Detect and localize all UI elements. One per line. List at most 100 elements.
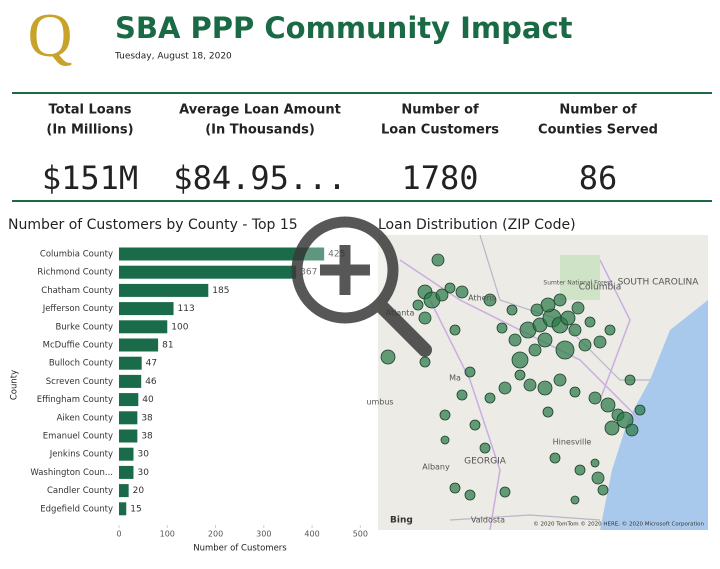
data-label: 38 xyxy=(141,432,153,442)
point xyxy=(440,435,450,445)
map-title: Loan Distribution (ZIP Code) xyxy=(378,217,576,233)
y-tick-label: Jefferson County xyxy=(42,304,113,314)
y-tick-label: Edgefield County xyxy=(40,504,113,514)
forest xyxy=(560,255,600,300)
point xyxy=(528,343,542,357)
point xyxy=(479,442,491,454)
point xyxy=(508,333,522,347)
place-label: Hinesville xyxy=(553,438,592,447)
data-label: 20 xyxy=(133,486,145,496)
data-label: 38 xyxy=(141,413,153,423)
point xyxy=(625,423,639,437)
points xyxy=(380,253,646,505)
title: SBA PPP Community Impact xyxy=(115,11,573,45)
y-tick-label: Columbia County xyxy=(40,250,113,260)
data-label: 113 xyxy=(178,304,195,314)
point xyxy=(591,471,605,485)
point xyxy=(604,324,616,336)
y-tick-label: Screven County xyxy=(46,377,113,387)
point xyxy=(439,409,451,421)
bar xyxy=(119,393,139,407)
kpi-label: Number of xyxy=(559,103,637,118)
place-label: umbus xyxy=(366,398,393,407)
kpi-value: 1780 xyxy=(401,159,478,197)
point xyxy=(634,404,646,416)
point xyxy=(431,253,445,267)
x-tick-label: 0 xyxy=(116,530,121,539)
point xyxy=(624,374,636,386)
provider: Bing xyxy=(390,516,413,526)
point xyxy=(590,458,600,468)
point xyxy=(449,324,461,336)
point xyxy=(553,293,567,307)
y-tick-label: Washington Coun... xyxy=(30,468,113,478)
data-label: 15 xyxy=(130,504,141,514)
data-label: 185 xyxy=(212,286,229,296)
bar xyxy=(119,302,174,316)
data-label: 100 xyxy=(171,322,188,332)
bar xyxy=(119,465,134,479)
bar xyxy=(119,429,138,443)
y-tick-label: Aiken County xyxy=(57,413,113,423)
point xyxy=(530,303,544,317)
point xyxy=(418,311,432,325)
point xyxy=(537,332,553,348)
data-label: 30 xyxy=(137,468,149,478)
kpi-label: (In Thousands) xyxy=(205,123,315,138)
y-tick-label: Chatham County xyxy=(41,286,113,296)
y-tick-label: Candler County xyxy=(47,486,113,496)
point xyxy=(523,378,537,392)
point xyxy=(570,495,580,505)
data-label: 425 xyxy=(328,250,345,260)
point xyxy=(499,486,511,498)
bar xyxy=(119,247,325,261)
place-label: Albany xyxy=(422,463,450,472)
magnifier-icon[interactable] xyxy=(291,216,432,357)
point xyxy=(555,340,575,360)
x-tick-label: 200 xyxy=(208,530,223,539)
state-border xyxy=(449,514,601,521)
data-label: 30 xyxy=(137,450,149,460)
y-axis-title: County xyxy=(10,370,20,400)
kpi-label: Loan Customers xyxy=(381,123,499,138)
place-label: SOUTH CAROLINA xyxy=(618,278,700,288)
point xyxy=(588,391,602,405)
point xyxy=(464,366,476,378)
point xyxy=(498,381,512,395)
kpi-label: Total Loans xyxy=(48,103,131,118)
chart-title: Number of Customers by County - Top 15 xyxy=(8,217,298,233)
kpi-label: Average Loan Amount xyxy=(179,103,341,118)
ocean xyxy=(600,300,708,530)
point xyxy=(584,316,596,328)
bar xyxy=(119,320,168,334)
y-tick-label: Richmond County xyxy=(37,268,113,278)
place-label: Sumter National Forest xyxy=(543,280,613,287)
point xyxy=(435,288,449,302)
copyright: © 2020 TomTom © 2020 HERE, © 2020 Micros… xyxy=(533,521,704,528)
point xyxy=(616,411,634,429)
bar xyxy=(119,265,297,279)
y-tick-label: McDuffie County xyxy=(43,341,113,351)
point xyxy=(569,386,581,398)
point xyxy=(380,349,396,365)
point xyxy=(571,301,585,315)
date: Tuesday, August 18, 2020 xyxy=(114,52,232,62)
point xyxy=(600,397,616,413)
bar-chart: 0 100 200 300 400 500 Columbia County 425 Richmo… xyxy=(10,247,368,554)
kpi-value: $84.95... xyxy=(173,159,346,197)
bar xyxy=(119,411,138,425)
bar xyxy=(119,356,142,370)
data-label: 81 xyxy=(162,341,173,351)
place-label: GEORGIA xyxy=(464,457,507,467)
kpi-value: 86 xyxy=(579,159,618,197)
y-tick-label: Bulloch County xyxy=(49,359,113,369)
point xyxy=(574,464,586,476)
bar xyxy=(119,484,129,498)
point xyxy=(578,338,592,352)
bar xyxy=(119,338,159,352)
point xyxy=(506,304,518,316)
kpi-label: (In Millions) xyxy=(46,123,133,138)
